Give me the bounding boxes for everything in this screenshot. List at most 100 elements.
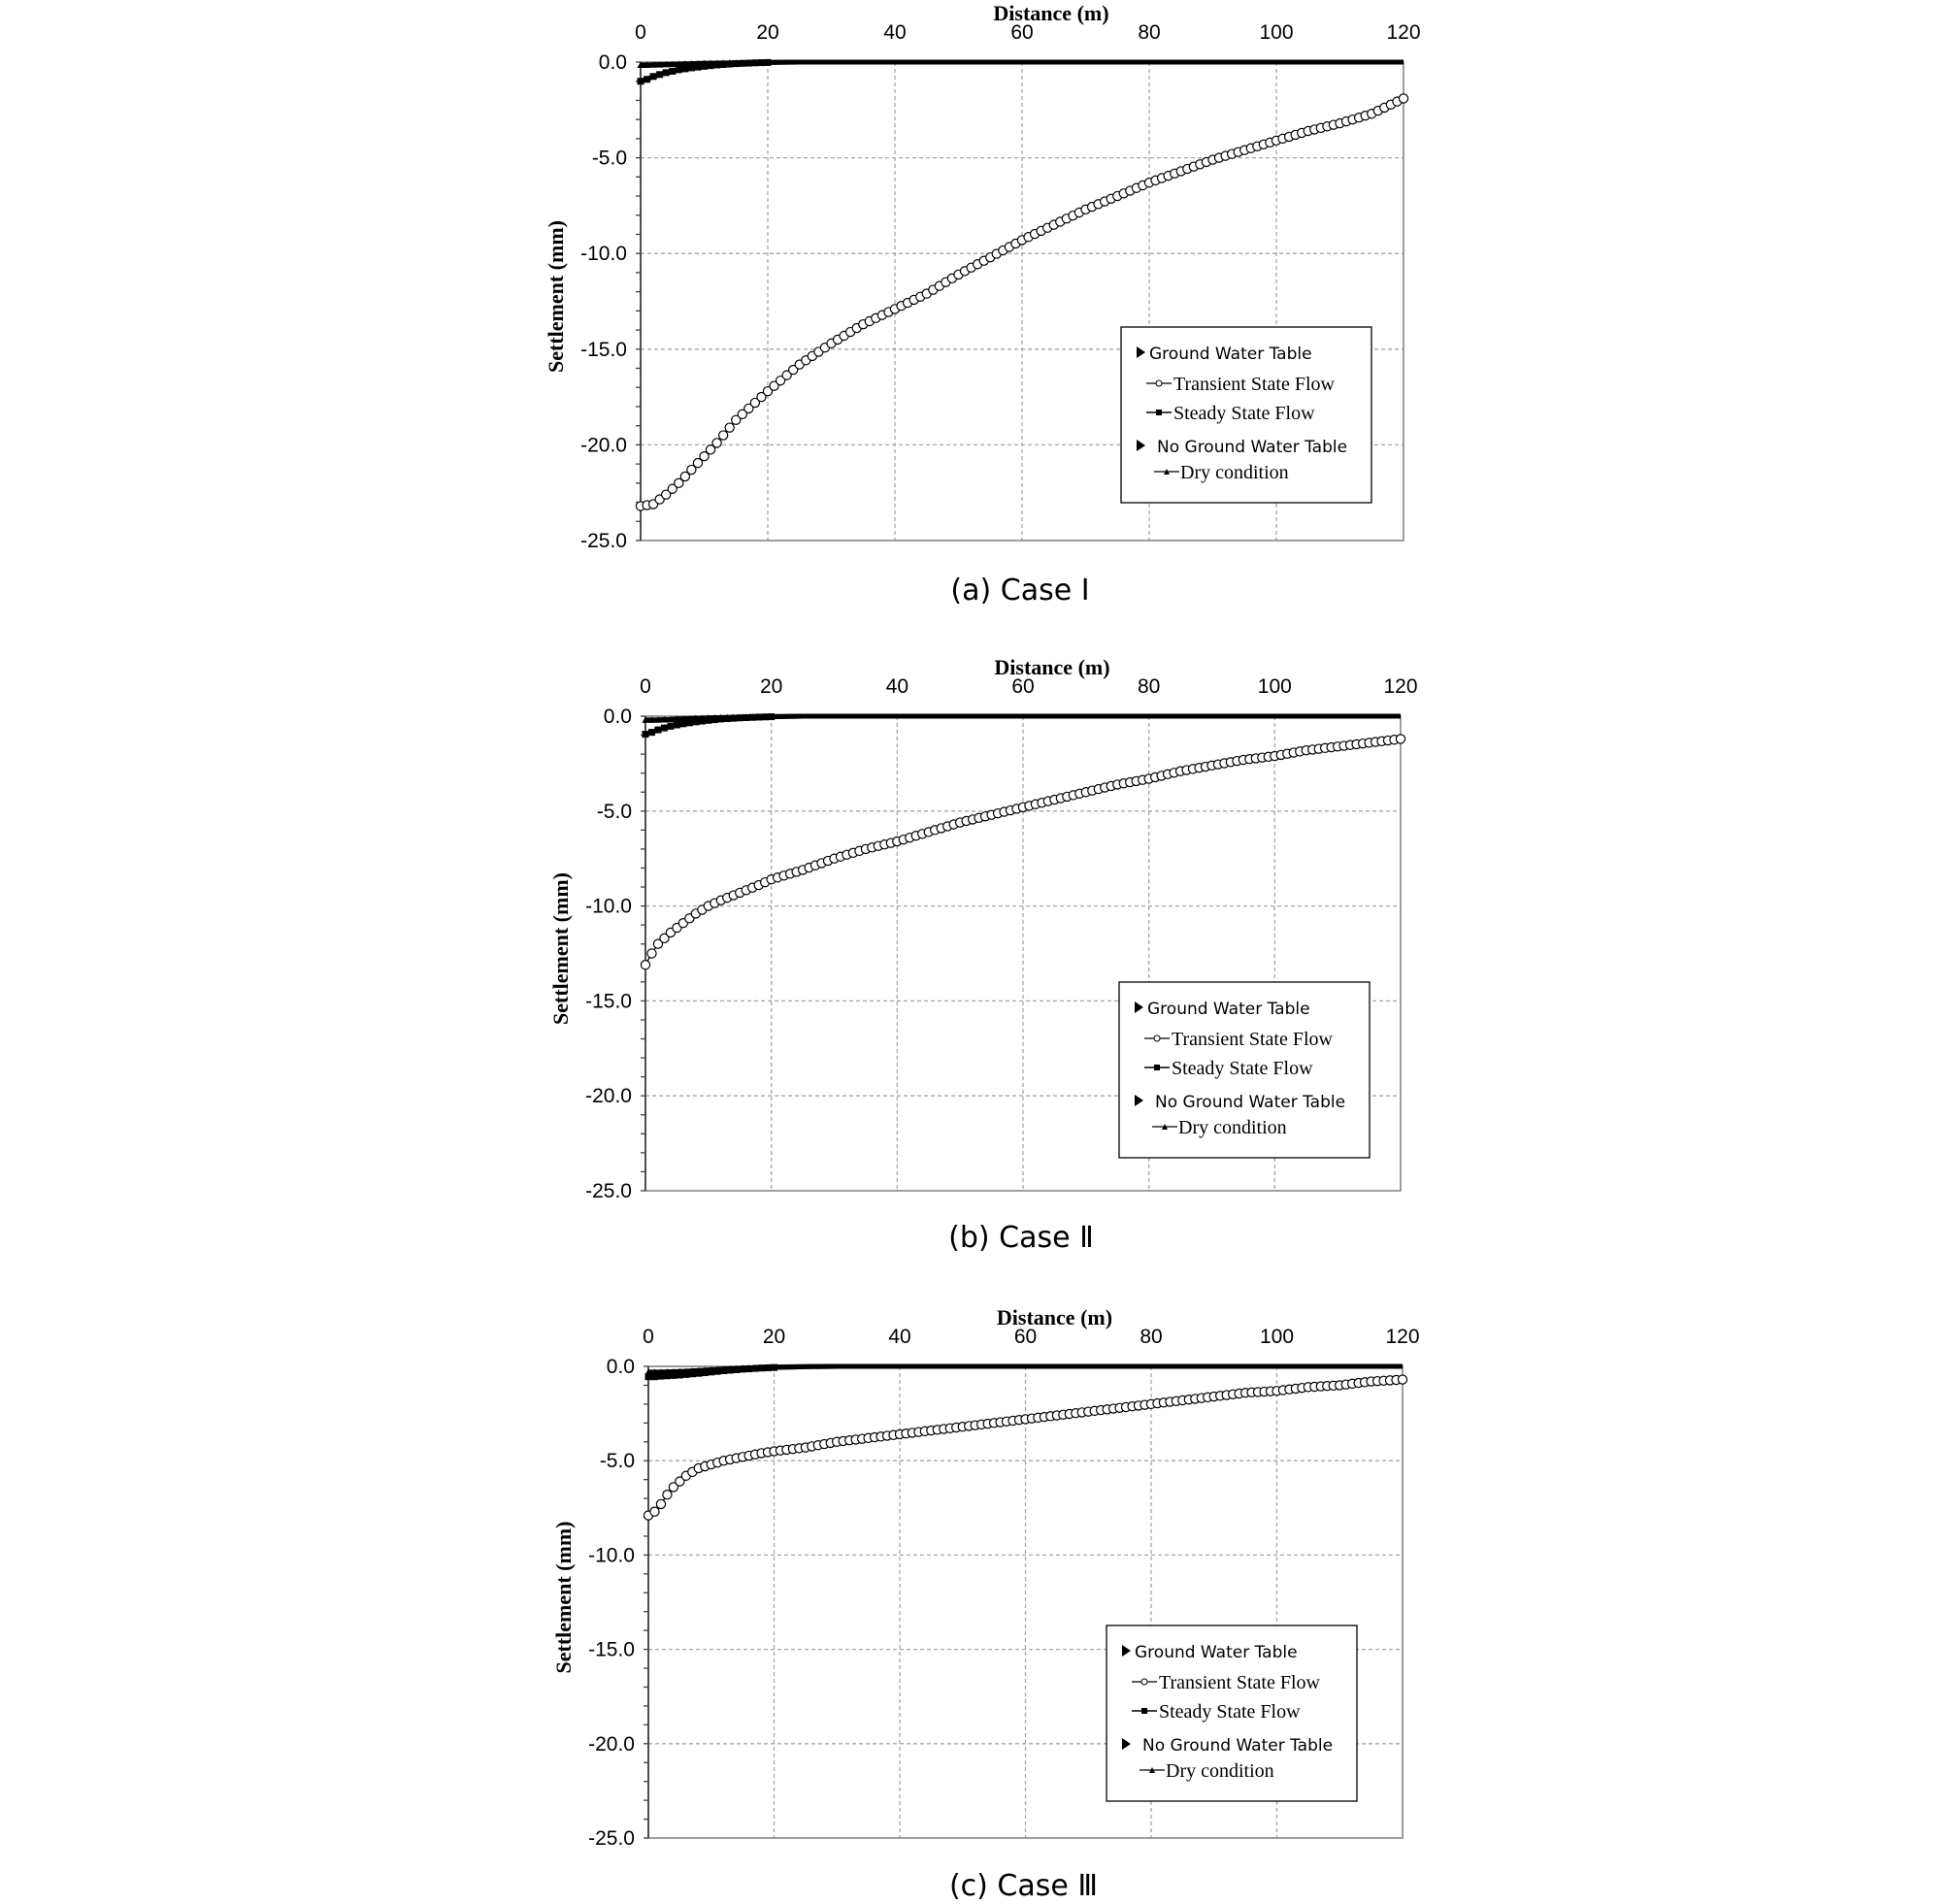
x-tick-label: 40 bbox=[888, 1326, 910, 1348]
data-point bbox=[670, 1367, 677, 1375]
data-point bbox=[764, 58, 772, 66]
data-point bbox=[1395, 734, 1406, 744]
y-axis-title: Settlement (mm) bbox=[544, 220, 568, 373]
triangle-bullet-icon bbox=[1135, 1001, 1143, 1013]
x-tick-label: 60 bbox=[1014, 1326, 1037, 1348]
data-point bbox=[650, 1373, 658, 1381]
data-point bbox=[733, 1364, 741, 1372]
data-point bbox=[710, 714, 718, 721]
legend-marker-circle bbox=[1153, 1034, 1161, 1042]
data-point bbox=[755, 713, 763, 720]
data-point bbox=[1397, 1374, 1408, 1385]
data-point bbox=[673, 721, 680, 729]
data-point bbox=[642, 731, 649, 739]
data-point bbox=[775, 375, 786, 386]
data-point bbox=[670, 1371, 677, 1379]
x-tick-label: 80 bbox=[1140, 1326, 1162, 1348]
data-point bbox=[692, 718, 700, 726]
y-tick-label: -25.0 bbox=[585, 1180, 632, 1202]
data-point bbox=[726, 59, 734, 66]
legend-group-label: Ground Water Table bbox=[1149, 345, 1312, 364]
data-point bbox=[761, 712, 769, 720]
x-tick-label: 80 bbox=[1138, 21, 1160, 44]
data-point bbox=[732, 59, 740, 66]
y-tick-label: -25.0 bbox=[580, 530, 627, 552]
legend-label-steady: Steady State Flow bbox=[1159, 1701, 1301, 1723]
data-point bbox=[662, 60, 670, 68]
data-point bbox=[660, 716, 668, 723]
data-point bbox=[688, 1370, 696, 1378]
data-point bbox=[647, 729, 655, 737]
data-point bbox=[657, 1368, 665, 1375]
data-point bbox=[661, 489, 672, 500]
data-point bbox=[737, 409, 748, 420]
data-point bbox=[686, 464, 697, 476]
y-tick-label: 0.0 bbox=[599, 51, 627, 74]
series-filled-triangle bbox=[637, 58, 1404, 68]
data-point bbox=[676, 1367, 683, 1375]
x-axis-title: Distance (m) bbox=[994, 655, 1109, 679]
data-point bbox=[668, 1482, 679, 1493]
data-point bbox=[675, 66, 682, 74]
legend-label-steady: Steady State Flow bbox=[1172, 1058, 1313, 1079]
x-axis-title: Distance (m) bbox=[993, 1, 1108, 25]
data-point bbox=[640, 960, 651, 970]
data-point bbox=[698, 717, 706, 725]
series-open-circle bbox=[635, 93, 1409, 511]
legend-group-label: No Ground Water Table bbox=[1157, 438, 1347, 457]
y-axis-title: Settlement (mm) bbox=[551, 1522, 576, 1674]
legend: Ground Water Table Transient State Flow St… bbox=[1118, 981, 1371, 1159]
data-point bbox=[667, 715, 675, 723]
y-tick-label: -15.0 bbox=[580, 339, 627, 361]
y-tick-label: -5.0 bbox=[600, 1450, 635, 1472]
data-point bbox=[644, 1368, 652, 1375]
legend-label-transient: Transient State Flow bbox=[1159, 1672, 1320, 1693]
series-open-circle bbox=[640, 734, 1406, 970]
data-point bbox=[698, 714, 706, 721]
data-point bbox=[713, 59, 721, 66]
data-point bbox=[692, 457, 704, 469]
data-point bbox=[669, 60, 677, 68]
x-tick-label: 0 bbox=[643, 1326, 654, 1348]
legend-marker-circle bbox=[1140, 1678, 1148, 1686]
series-filled-triangle bbox=[642, 712, 1401, 723]
data-point bbox=[769, 380, 779, 391]
x-tick-label: 0 bbox=[635, 21, 646, 44]
series-open-circle bbox=[643, 1374, 1408, 1521]
legend-marker-square bbox=[1154, 1065, 1160, 1070]
legend-marker-circle bbox=[1155, 379, 1163, 387]
data-point bbox=[1398, 93, 1409, 104]
y-tick-label: -20.0 bbox=[585, 1085, 632, 1107]
data-point bbox=[660, 724, 668, 732]
data-point bbox=[654, 726, 662, 734]
legend-box bbox=[1120, 326, 1372, 504]
x-tick-label: 120 bbox=[1383, 675, 1417, 698]
triangle-bullet-icon bbox=[1137, 440, 1145, 451]
data-point bbox=[674, 477, 684, 489]
data-point bbox=[748, 713, 756, 720]
y-tick-label: -10.0 bbox=[585, 896, 632, 918]
data-point bbox=[642, 716, 649, 723]
legend-label-dry: Dry condition bbox=[1178, 1117, 1287, 1138]
x-tick-label: 120 bbox=[1385, 1326, 1419, 1348]
series-line bbox=[647, 1378, 1404, 1517]
data-point bbox=[656, 71, 664, 79]
data-point bbox=[685, 714, 693, 722]
data-point bbox=[751, 1363, 759, 1371]
x-tick-label: 100 bbox=[1259, 21, 1293, 44]
y-tick-label: -20.0 bbox=[580, 434, 627, 456]
x-tick-label: 60 bbox=[1011, 675, 1034, 698]
data-point bbox=[692, 714, 700, 722]
data-point bbox=[739, 59, 746, 66]
data-point bbox=[713, 1365, 721, 1373]
data-point bbox=[723, 713, 731, 721]
data-point bbox=[656, 61, 664, 68]
x-tick-label: 60 bbox=[1010, 21, 1033, 44]
y-tick-label: -5.0 bbox=[592, 148, 627, 170]
data-point bbox=[688, 1367, 696, 1374]
x-tick-label: 0 bbox=[640, 675, 651, 698]
data-point bbox=[757, 58, 765, 66]
series-filled-triangle bbox=[644, 1363, 1403, 1375]
y-tick-label: -15.0 bbox=[588, 1639, 635, 1661]
